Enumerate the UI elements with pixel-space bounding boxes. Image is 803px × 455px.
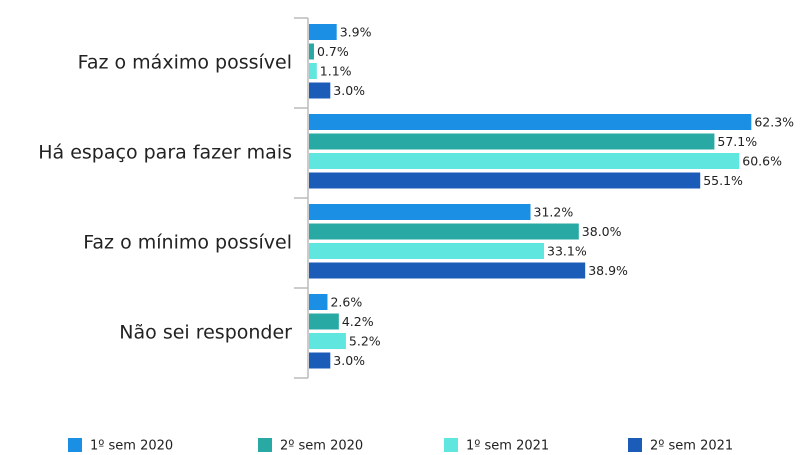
bar [309, 204, 531, 220]
category-label: Há espaço para fazer mais [38, 142, 292, 164]
value-label: 57.1% [717, 134, 757, 149]
bar [309, 43, 314, 60]
legend-swatch [628, 438, 642, 452]
bar [309, 262, 586, 279]
value-label: 5.2% [349, 334, 381, 349]
value-label: 3.9% [340, 25, 372, 40]
value-label: 0.7% [317, 44, 349, 59]
value-label: 62.3% [754, 115, 794, 130]
legend-swatch [68, 438, 82, 452]
value-label: 38.9% [588, 263, 628, 278]
value-label: 3.0% [333, 83, 365, 98]
bar [309, 294, 328, 310]
legend-label: 1º sem 2021 [466, 439, 549, 454]
bar [309, 153, 740, 169]
bar [309, 243, 545, 259]
legend-swatch [444, 438, 458, 452]
category-label: Faz o máximo possível [78, 52, 292, 74]
value-label: 60.6% [742, 154, 782, 169]
value-label: 33.1% [547, 244, 587, 259]
value-label: 2.6% [330, 295, 362, 310]
bar [309, 172, 701, 189]
category-label: Faz o mínimo possível [83, 232, 292, 254]
legend-swatch [258, 438, 272, 452]
bar [309, 313, 339, 330]
group-separators [294, 17, 308, 379]
bar [309, 133, 715, 150]
bar [309, 82, 331, 99]
bar [309, 223, 579, 240]
bar [309, 352, 331, 369]
bar [309, 24, 337, 40]
value-label: 3.0% [333, 353, 365, 368]
value-label: 31.2% [534, 205, 574, 220]
bar [309, 114, 752, 130]
bar [309, 333, 346, 349]
category-label: Não sei responder [119, 322, 292, 344]
legend-label: 2º sem 2021 [650, 439, 733, 454]
value-label: 38.0% [582, 224, 622, 239]
bar [309, 63, 317, 79]
value-label: 1.1% [320, 64, 352, 79]
value-label: 55.1% [703, 173, 743, 188]
value-label: 4.2% [342, 314, 374, 329]
legend-label: 1º sem 2020 [90, 439, 173, 454]
legend-label: 2º sem 2020 [280, 439, 363, 454]
